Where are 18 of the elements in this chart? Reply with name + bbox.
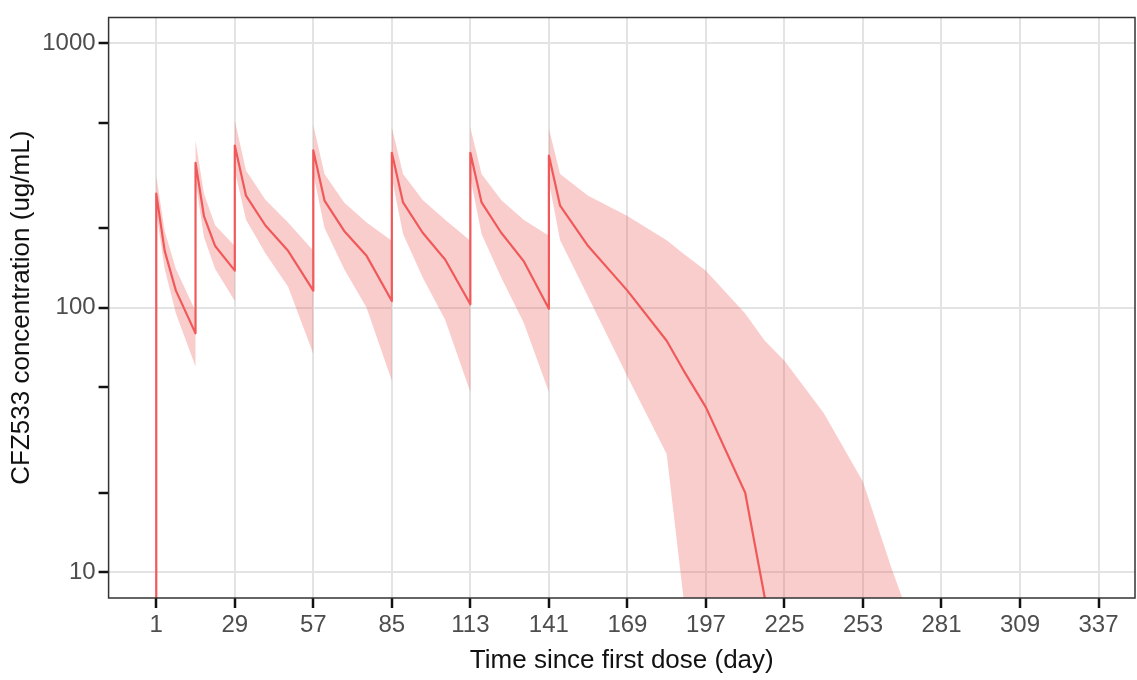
x-tick-label: 309 [1000, 610, 1041, 638]
x-tick-label: 253 [842, 610, 883, 638]
x-tick-label: 29 [221, 610, 249, 638]
y-tick-label: 100 [55, 292, 96, 320]
x-tick-label: 169 [607, 610, 648, 638]
x-tick-label: 281 [921, 610, 962, 638]
y-axis-title: CFZ533 concentration (ug/mL) [4, 130, 35, 485]
y-tick-label: 10 [68, 556, 96, 584]
x-tick-label: 141 [528, 610, 569, 638]
x-tick-label: 225 [764, 610, 805, 638]
x-tick-label: 85 [378, 610, 406, 638]
x-tick-label: 197 [685, 610, 726, 638]
x-axis-title: Time since first dose (day) [469, 643, 774, 674]
y-tick-label: 1000 [42, 27, 96, 55]
x-tick-label: 57 [299, 610, 327, 638]
x-tick-label: 113 [451, 610, 490, 638]
x-tick-label: 337 [1078, 610, 1119, 638]
x-tick-label: 1 [149, 610, 163, 638]
